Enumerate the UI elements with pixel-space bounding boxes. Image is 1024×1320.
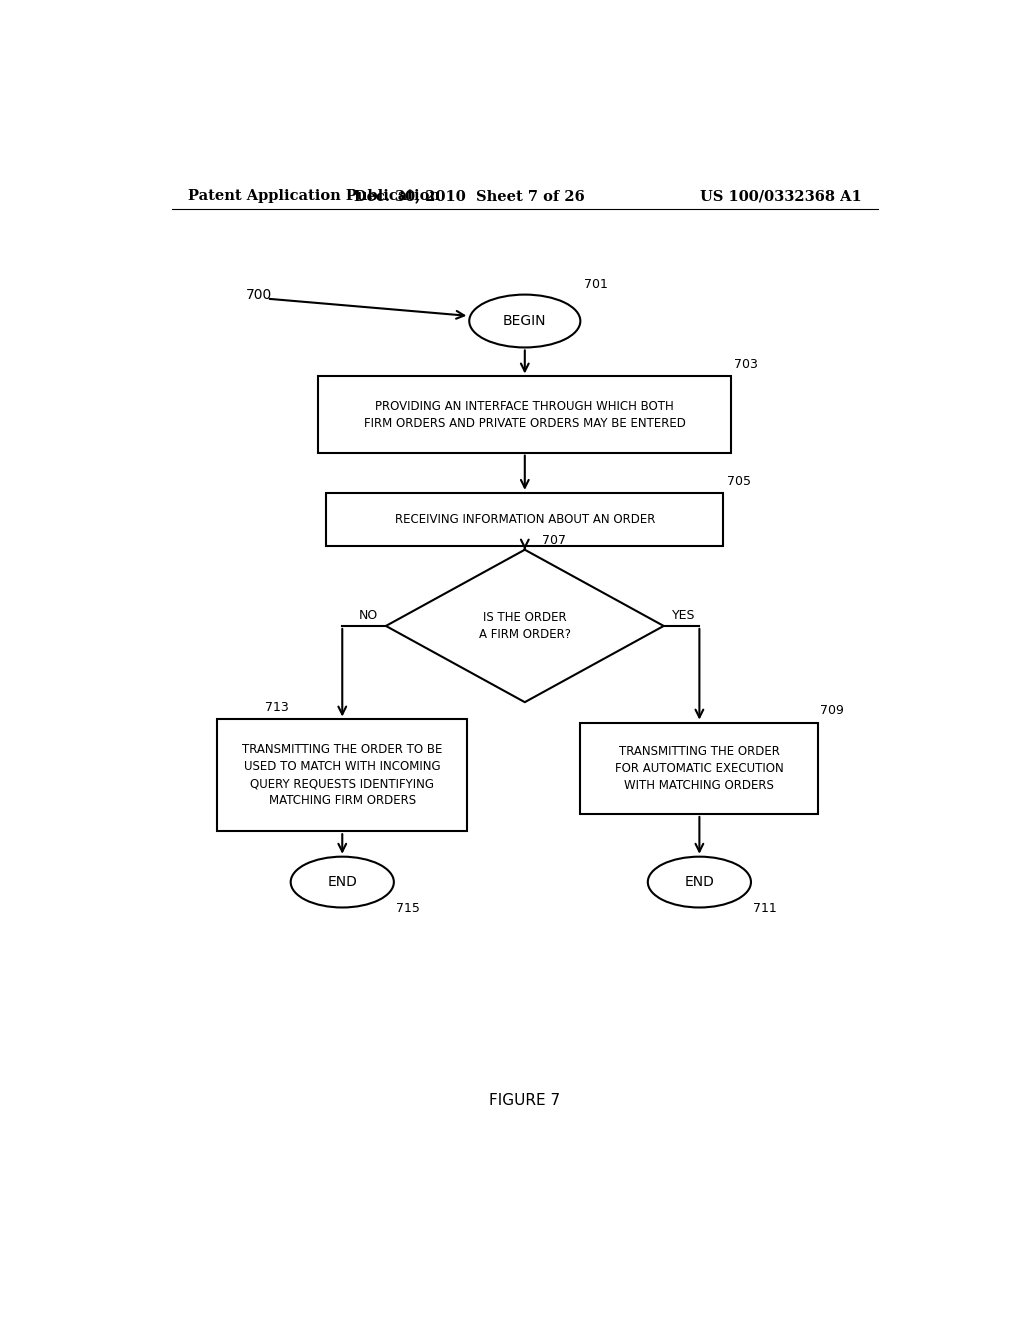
Text: TRANSMITTING THE ORDER
FOR AUTOMATIC EXECUTION
WITH MATCHING ORDERS: TRANSMITTING THE ORDER FOR AUTOMATIC EXE… — [615, 744, 783, 792]
Text: Patent Application Publication: Patent Application Publication — [187, 189, 439, 203]
Text: 711: 711 — [754, 902, 777, 915]
Text: Dec. 30, 2010  Sheet 7 of 26: Dec. 30, 2010 Sheet 7 of 26 — [354, 189, 585, 203]
Text: US 100/0332368 A1: US 100/0332368 A1 — [700, 189, 862, 203]
Text: BEGIN: BEGIN — [503, 314, 547, 329]
Bar — [327, 492, 723, 545]
Text: 707: 707 — [543, 533, 566, 546]
Text: IS THE ORDER
A FIRM ORDER?: IS THE ORDER A FIRM ORDER? — [479, 611, 570, 642]
Bar — [581, 722, 818, 814]
Text: 700: 700 — [246, 289, 271, 302]
Text: 701: 701 — [585, 277, 608, 290]
Text: END: END — [684, 875, 715, 890]
Text: YES: YES — [672, 610, 695, 622]
Text: END: END — [328, 875, 357, 890]
Text: TRANSMITTING THE ORDER TO BE
USED TO MATCH WITH INCOMING
QUERY REQUESTS IDENTIFY: TRANSMITTING THE ORDER TO BE USED TO MAT… — [242, 743, 442, 808]
Text: 713: 713 — [265, 701, 289, 714]
Text: 709: 709 — [820, 705, 844, 718]
Text: NO: NO — [358, 610, 378, 622]
Text: FIGURE 7: FIGURE 7 — [489, 1093, 560, 1107]
Text: RECEIVING INFORMATION ABOUT AN ORDER: RECEIVING INFORMATION ABOUT AN ORDER — [394, 512, 655, 525]
Text: PROVIDING AN INTERFACE THROUGH WHICH BOTH
FIRM ORDERS AND PRIVATE ORDERS MAY BE : PROVIDING AN INTERFACE THROUGH WHICH BOT… — [364, 400, 686, 429]
Text: 703: 703 — [733, 358, 758, 371]
Text: 715: 715 — [396, 902, 420, 915]
Text: 705: 705 — [727, 475, 752, 487]
Bar — [318, 376, 731, 453]
Bar — [217, 719, 467, 832]
